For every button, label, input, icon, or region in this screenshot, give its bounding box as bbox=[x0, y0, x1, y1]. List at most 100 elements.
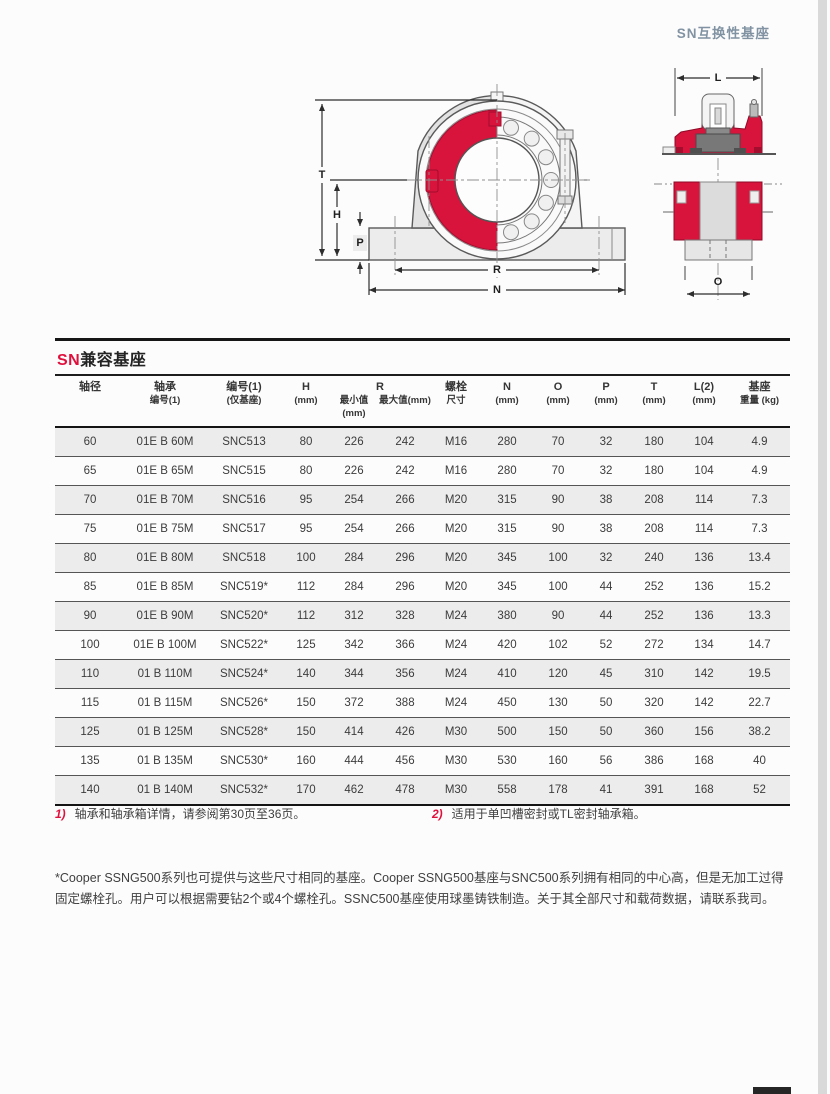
table-cell: SNC516 bbox=[222, 493, 266, 506]
table-cell: 80 bbox=[299, 435, 313, 448]
table-cell: SNC519* bbox=[220, 580, 268, 593]
table-cell: 134 bbox=[694, 638, 714, 651]
table-row: 60 01E B 60M SNC513 80 226 242 M16 280 70 32 180 10… bbox=[55, 426, 791, 457]
table-cell: 360 bbox=[644, 725, 664, 738]
table-cell: 44 bbox=[599, 609, 613, 622]
table-cell: 380 bbox=[497, 609, 517, 622]
table-cell: 38.2 bbox=[748, 725, 771, 738]
table-cell: SNC515 bbox=[222, 464, 266, 477]
table-cell: 114 bbox=[694, 493, 714, 506]
col-header: N bbox=[503, 381, 511, 393]
table-cell: 40 bbox=[753, 754, 766, 767]
table-cell: 44 bbox=[599, 580, 613, 593]
table-cell: SNC528* bbox=[220, 725, 268, 738]
table-cell: 156 bbox=[694, 725, 714, 738]
table-cell: 170 bbox=[296, 783, 316, 796]
table-cell: 356 bbox=[395, 667, 415, 680]
front-view-drawing: T H P R N bbox=[315, 84, 626, 297]
table-cell: 310 bbox=[644, 667, 664, 680]
table-cell: 95 bbox=[299, 522, 313, 535]
table-cell: 312 bbox=[344, 609, 364, 622]
table-cell: 90 bbox=[551, 493, 565, 506]
cap-profile bbox=[662, 93, 776, 155]
table-cell: 456 bbox=[395, 754, 415, 767]
table-cell: 60 bbox=[83, 435, 97, 448]
footnote-1: 1) 轴承和轴承箱详情，请参阅第30页至36页。 bbox=[55, 805, 305, 822]
table-cell: SNC530* bbox=[220, 754, 268, 767]
table-title: SN兼容基座 bbox=[55, 338, 790, 376]
col-subheader: (仅基座) bbox=[226, 395, 262, 407]
table-row: 140 01 B 140M SNC532* 170 462 478 M30 558 178 41 3… bbox=[55, 775, 791, 805]
table-cell: 320 bbox=[644, 696, 664, 709]
table-cell: 75 bbox=[83, 522, 97, 535]
table-cell: 444 bbox=[344, 754, 364, 767]
table-cell: 252 bbox=[644, 580, 664, 593]
table-cell: 38 bbox=[599, 493, 613, 506]
table-cell: 140 bbox=[296, 667, 316, 680]
table-row: 65 01E B 65M SNC515 80 226 242 M16 280 70 32 180 10… bbox=[55, 456, 791, 485]
side-view-drawing: L bbox=[654, 68, 782, 300]
table-cell: 14.7 bbox=[748, 638, 771, 651]
table-cell: 52 bbox=[599, 638, 613, 651]
table-cell: 150 bbox=[548, 725, 568, 738]
table-cell: 136 bbox=[694, 609, 714, 622]
table-cell: SNC517 bbox=[222, 522, 266, 535]
table-row: 90 01E B 90M SNC520* 112 312 328 M24 380 90 44 252… bbox=[55, 601, 791, 631]
table-row: 100 01E B 100M SNC522* 125 342 366 M24 420 102 52… bbox=[55, 630, 791, 659]
table-cell: 100 bbox=[80, 638, 100, 651]
table-cell: 226 bbox=[344, 435, 364, 448]
table-row: 70 01E B 70M SNC516 95 254 266 M20 315 90 38 208 11… bbox=[55, 485, 791, 515]
col-subheader: (mm) bbox=[495, 395, 519, 407]
table-cell: M20 bbox=[444, 493, 468, 506]
table-cell: 112 bbox=[296, 609, 316, 622]
table-cell: M30 bbox=[444, 783, 468, 796]
table-cell: 180 bbox=[644, 464, 664, 477]
table-cell: 388 bbox=[395, 696, 415, 709]
table-row: 85 01E B 85M SNC519* 112 284 296 M20 345 100 44 25… bbox=[55, 572, 791, 601]
table-row: 75 01E B 75M SNC517 95 254 266 M20 315 90 38 208 11… bbox=[55, 514, 791, 543]
table-cell: SNC518 bbox=[222, 551, 266, 564]
dim-label-N: N bbox=[493, 284, 501, 296]
table-cell: 70 bbox=[551, 435, 565, 448]
table-row: 80 01E B 80M SNC518 100 284 296 M20 345 100 32 240… bbox=[55, 543, 791, 573]
col-subheader: (mm) bbox=[642, 395, 666, 407]
table-cell: 478 bbox=[395, 783, 415, 796]
table-cell: M20 bbox=[444, 522, 468, 535]
col-header: R bbox=[376, 381, 384, 393]
table-cell: 01 B 140M bbox=[137, 783, 193, 796]
table-cell: 7.3 bbox=[751, 493, 768, 506]
col-header: 编号(1) bbox=[226, 381, 262, 393]
table-cell: 90 bbox=[551, 522, 565, 535]
table-cell: 13.4 bbox=[748, 551, 771, 564]
table-cell: 01E B 70M bbox=[136, 493, 194, 506]
table-cell: 90 bbox=[83, 609, 97, 622]
table-header: 轴径 轴承 编号(1) H R 螺栓 N O P T L(2) 基座 编号(1)… bbox=[55, 376, 791, 427]
table-cell: 208 bbox=[644, 493, 664, 506]
table-cell: 500 bbox=[497, 725, 517, 738]
table-cell: 01 B 125M bbox=[137, 725, 193, 738]
table-cell: 56 bbox=[599, 754, 613, 767]
table-cell: 80 bbox=[299, 464, 313, 477]
table-cell: 102 bbox=[548, 638, 568, 651]
table-cell: 125 bbox=[80, 725, 100, 738]
table-cell: SNC526* bbox=[220, 696, 268, 709]
dim-label-T: T bbox=[319, 169, 326, 181]
table-cell: 150 bbox=[296, 725, 316, 738]
col-subheader: 最小值(mm) bbox=[339, 395, 369, 419]
page-header-title: SN互换性基座 bbox=[676, 26, 770, 41]
col-subheader: 尺寸 bbox=[446, 395, 466, 407]
table-cell: 266 bbox=[395, 522, 415, 535]
table-cell: SNC522* bbox=[220, 638, 268, 651]
table-cell: 254 bbox=[344, 522, 364, 535]
table-cell: 104 bbox=[694, 464, 714, 477]
col-header: O bbox=[553, 381, 563, 393]
table-cell: 4.9 bbox=[751, 435, 768, 448]
table-cell: 296 bbox=[395, 551, 415, 564]
table-cell: 45 bbox=[599, 667, 613, 680]
table-cell: M30 bbox=[444, 725, 468, 738]
table-cell: 178 bbox=[548, 783, 568, 796]
table-cell: 280 bbox=[497, 435, 517, 448]
table-cell: M24 bbox=[444, 696, 468, 709]
table-cell: 160 bbox=[296, 754, 316, 767]
table-cell: 19.5 bbox=[748, 667, 771, 680]
